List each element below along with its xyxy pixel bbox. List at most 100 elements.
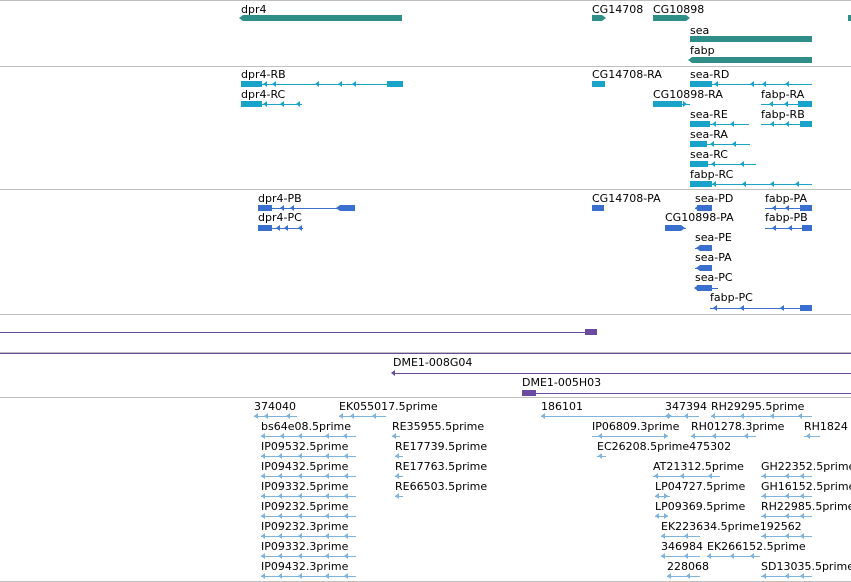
feature-label: 374040 (254, 400, 296, 413)
feature-intron-line (541, 416, 672, 417)
feature-exon-block (665, 225, 681, 231)
feature-label: RH22985.5prime (761, 500, 851, 513)
feature-strand-arrow (769, 101, 773, 107)
feature-strand-arrow (712, 433, 716, 439)
feature-strand-arrow (655, 513, 659, 519)
feature-strand-arrow (325, 493, 329, 499)
feature-exon-block (592, 15, 602, 21)
feature-strand-arrow (684, 413, 688, 419)
feature-strand-arrow (681, 225, 685, 231)
track-transcripts-pa: dpr4-PB dpr4-PC CG14708-PA sea-PD fabp-P… (258, 192, 808, 304)
feature-strand-arrow (280, 205, 284, 211)
feature-strand-arrow (780, 305, 784, 311)
feature-strand-arrow (785, 81, 789, 87)
feature-label: dpr4-PC (258, 211, 302, 224)
feature-strand-arrow (740, 161, 744, 167)
feature-label: DME1-005H03 (522, 376, 602, 389)
feature-exon-block (258, 205, 272, 211)
feature-label: sea-RC (690, 148, 728, 161)
feature-strand-arrow (344, 553, 348, 559)
feature-strand-arrow (695, 205, 699, 211)
feature-strand-arrow (762, 533, 766, 539)
feature-exon-block (697, 205, 712, 211)
feature-intron-line (261, 516, 356, 517)
feature-strand-arrow (541, 413, 545, 419)
track-separator (0, 66, 851, 67)
feature-strand-arrow (280, 433, 284, 439)
feature-strand-arrow (742, 181, 746, 187)
feature-strand-arrow (680, 473, 684, 479)
feature-exon-block (697, 285, 712, 291)
feature-strand-arrow (713, 305, 717, 311)
feature-strand-arrow (762, 573, 766, 579)
feature-label: IP06809.3prime (592, 420, 680, 433)
feature-exon-block (690, 121, 710, 127)
feature-intron-line (395, 496, 403, 497)
feature-strand-arrow (290, 205, 294, 211)
feature-intron-line (690, 124, 749, 125)
feature-strand-arrow (661, 553, 665, 559)
feature-strand-arrow (712, 181, 716, 187)
feature-strand-arrow (711, 413, 715, 419)
feature-strand-arrow (325, 453, 329, 459)
feature-intron-line (261, 556, 356, 557)
feature-strand-arrow (261, 573, 265, 579)
feature-exon-block (690, 141, 707, 147)
feature-strand-arrow (264, 413, 268, 419)
feature-strand-arrow (298, 573, 302, 579)
feature-strand-arrow (732, 141, 736, 147)
feature-strand-arrow (598, 453, 602, 459)
feature-label: EK266152.5prime (707, 540, 806, 553)
feature-exon-block (848, 15, 851, 21)
feature-strand-arrow (770, 413, 774, 419)
feature-intron-line (395, 456, 403, 457)
track-genes: dpr4 CG14708 CG10898 sea fabp (0, 0, 851, 66)
feature-exon-block (340, 205, 355, 211)
feature-exon-block (653, 15, 686, 21)
feature-strand-arrow (710, 141, 714, 147)
feature-strand-arrow (800, 493, 804, 499)
feature-strand-arrow (268, 205, 272, 211)
feature-label: fabp (690, 44, 715, 57)
feature-strand-arrow (744, 433, 748, 439)
feature-label: CG10898-PA (665, 211, 734, 224)
feature-strand-arrow (770, 181, 774, 187)
feature-strand-arrow (696, 245, 700, 251)
feature-strand-arrow (298, 553, 302, 559)
feature-strand-arrow (261, 453, 265, 459)
feature-label: IP09332.3prime (261, 540, 349, 553)
feature-intron-line (261, 436, 356, 437)
feature-strand-arrow (664, 513, 668, 519)
feature-strand-arrow (325, 533, 329, 539)
feature-label: dpr4-RC (241, 88, 286, 101)
feature-strand-arrow (654, 473, 658, 479)
feature-strand-arrow (395, 453, 399, 459)
feature-label: dpr4 (241, 3, 267, 16)
feature-exon-block (690, 181, 712, 187)
feature-intron-line (690, 184, 812, 185)
feature-strand-arrow (286, 413, 290, 419)
feature-strand-arrow (806, 433, 810, 439)
track-separator (0, 352, 851, 353)
feature-strand-arrow (298, 473, 302, 479)
feature-strand-arrow (278, 453, 282, 459)
feature-strand-arrow (750, 553, 754, 559)
feature-strand-arrow (344, 473, 348, 479)
feature-strand-arrow (762, 493, 766, 499)
feature-label: fabp-PC (710, 291, 753, 304)
feature-strand-arrow (261, 493, 265, 499)
feature-label: fabp-RB (761, 108, 805, 121)
feature-strand-arrow (284, 225, 288, 231)
track-separator (0, 189, 851, 190)
feature-exon-block (258, 225, 272, 231)
feature-strand-arrow (785, 493, 789, 499)
feature-intron-line (711, 416, 812, 417)
feature-intron-line (661, 536, 700, 537)
feature-intron-line (691, 436, 756, 437)
feature-strand-arrow (298, 493, 302, 499)
feature-strand-arrow (272, 81, 276, 87)
feature-strand-arrow (278, 553, 282, 559)
track-transcripts-ra: dpr4-RB dpr4-RC CG14708-RA sea-RD CG1089… (0, 0, 851, 189)
feature-strand-arrow (278, 533, 282, 539)
